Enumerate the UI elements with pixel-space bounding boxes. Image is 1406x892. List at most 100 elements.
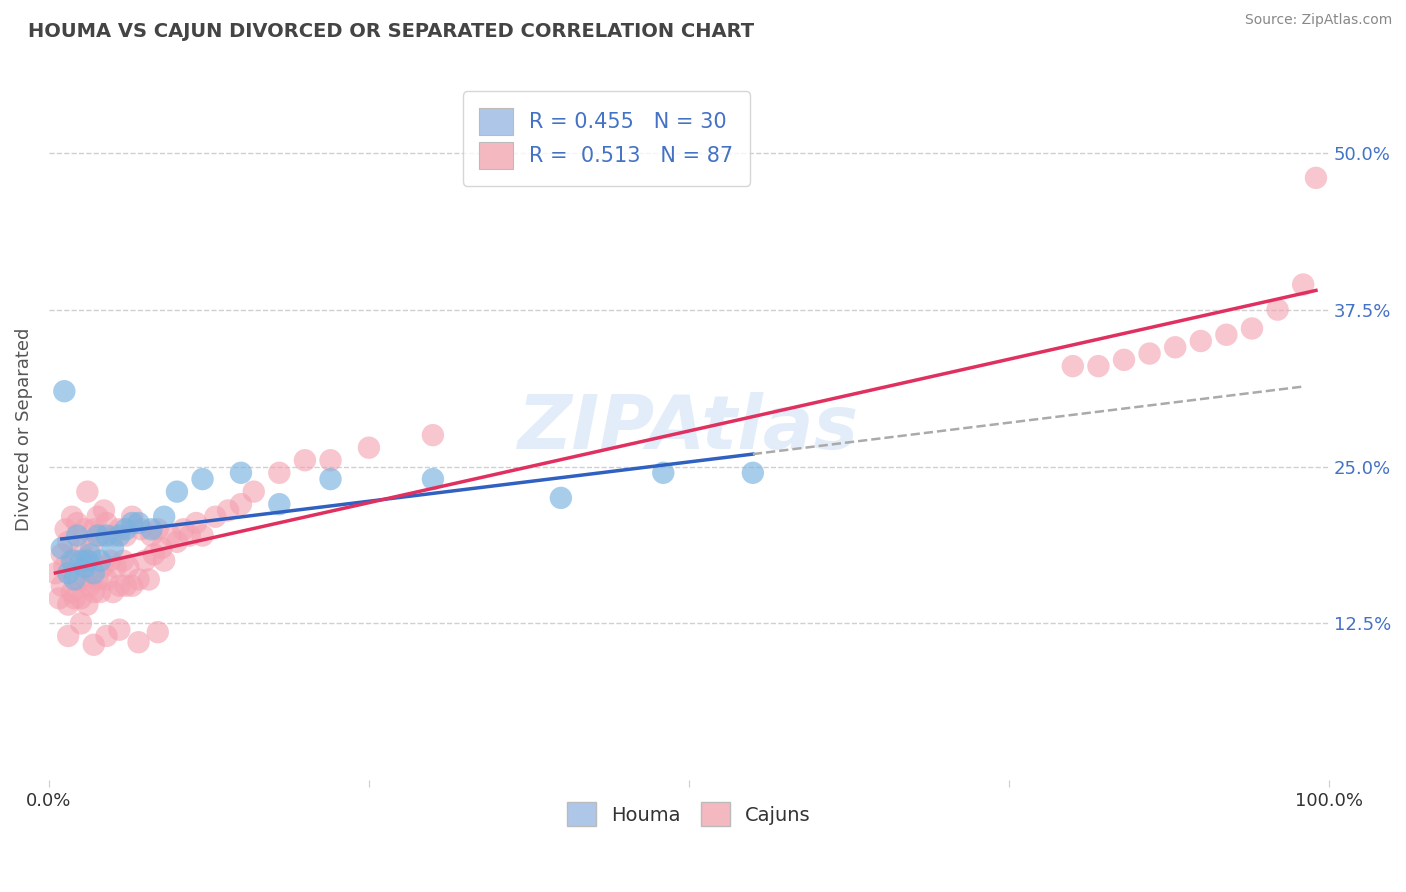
Point bbox=[70, 591, 93, 606]
Point bbox=[55, 522, 77, 536]
Point bbox=[104, 560, 127, 574]
Point bbox=[319, 453, 342, 467]
Point bbox=[53, 384, 76, 399]
Point bbox=[134, 554, 156, 568]
Point bbox=[150, 541, 173, 555]
Point bbox=[229, 497, 252, 511]
Point bbox=[121, 579, 143, 593]
Point bbox=[86, 509, 108, 524]
Point bbox=[73, 522, 96, 536]
Point bbox=[141, 528, 163, 542]
Point bbox=[73, 573, 96, 587]
Point bbox=[191, 528, 214, 542]
Point bbox=[80, 541, 103, 555]
Point bbox=[83, 566, 105, 581]
Point bbox=[1240, 321, 1263, 335]
Point bbox=[128, 573, 150, 587]
Point bbox=[83, 522, 105, 536]
Point bbox=[179, 528, 201, 542]
Point bbox=[1305, 170, 1327, 185]
Point bbox=[60, 585, 83, 599]
Point bbox=[51, 541, 73, 555]
Point bbox=[422, 472, 444, 486]
Point bbox=[76, 554, 98, 568]
Point bbox=[1292, 277, 1315, 292]
Point bbox=[83, 585, 105, 599]
Point bbox=[101, 585, 124, 599]
Point bbox=[114, 579, 136, 593]
Point bbox=[166, 484, 188, 499]
Point bbox=[1062, 359, 1084, 373]
Point bbox=[51, 579, 73, 593]
Point bbox=[108, 623, 131, 637]
Point bbox=[56, 629, 79, 643]
Point bbox=[76, 598, 98, 612]
Point bbox=[1189, 334, 1212, 348]
Point bbox=[128, 635, 150, 649]
Point bbox=[741, 466, 763, 480]
Point bbox=[191, 472, 214, 486]
Point bbox=[294, 453, 316, 467]
Point bbox=[121, 516, 143, 530]
Point bbox=[60, 509, 83, 524]
Text: HOUMA VS CAJUN DIVORCED OR SEPARATED CORRELATION CHART: HOUMA VS CAJUN DIVORCED OR SEPARATED COR… bbox=[28, 22, 754, 41]
Point bbox=[44, 566, 66, 581]
Point bbox=[93, 503, 115, 517]
Point bbox=[56, 598, 79, 612]
Point bbox=[550, 491, 572, 505]
Y-axis label: Divorced or Separated: Divorced or Separated bbox=[15, 327, 32, 531]
Point bbox=[56, 534, 79, 549]
Point bbox=[76, 484, 98, 499]
Point bbox=[229, 466, 252, 480]
Point bbox=[166, 534, 188, 549]
Point bbox=[186, 516, 208, 530]
Point bbox=[112, 554, 135, 568]
Point bbox=[172, 522, 194, 536]
Point bbox=[86, 528, 108, 542]
Point bbox=[89, 585, 111, 599]
Point bbox=[66, 528, 89, 542]
Point bbox=[48, 591, 70, 606]
Point bbox=[1215, 327, 1237, 342]
Point bbox=[101, 541, 124, 555]
Point bbox=[63, 591, 86, 606]
Point bbox=[269, 497, 291, 511]
Point bbox=[66, 516, 89, 530]
Point bbox=[56, 566, 79, 581]
Point bbox=[422, 428, 444, 442]
Point bbox=[357, 441, 380, 455]
Legend: Houma, Cajuns: Houma, Cajuns bbox=[560, 795, 818, 834]
Point bbox=[79, 548, 101, 562]
Point bbox=[91, 560, 114, 574]
Point bbox=[217, 503, 239, 517]
Point bbox=[242, 484, 264, 499]
Point bbox=[129, 522, 152, 536]
Point bbox=[1112, 352, 1135, 367]
Point bbox=[70, 616, 93, 631]
Point bbox=[100, 554, 122, 568]
Point bbox=[1164, 340, 1187, 354]
Point bbox=[159, 528, 181, 542]
Point bbox=[141, 522, 163, 536]
Point bbox=[142, 548, 165, 562]
Point bbox=[108, 522, 131, 536]
Point bbox=[73, 560, 96, 574]
Point bbox=[204, 509, 226, 524]
Point bbox=[89, 528, 111, 542]
Point bbox=[101, 528, 124, 542]
Point bbox=[269, 466, 291, 480]
Point bbox=[96, 629, 118, 643]
Point bbox=[319, 472, 342, 486]
Point bbox=[70, 554, 93, 568]
Point bbox=[117, 560, 139, 574]
Point bbox=[1087, 359, 1109, 373]
Point bbox=[146, 625, 169, 640]
Point bbox=[96, 528, 118, 542]
Point bbox=[153, 554, 176, 568]
Point bbox=[146, 522, 169, 536]
Text: ZIPAtlas: ZIPAtlas bbox=[519, 392, 859, 466]
Point bbox=[96, 573, 118, 587]
Point bbox=[652, 466, 675, 480]
Point bbox=[63, 573, 86, 587]
Point bbox=[138, 573, 160, 587]
